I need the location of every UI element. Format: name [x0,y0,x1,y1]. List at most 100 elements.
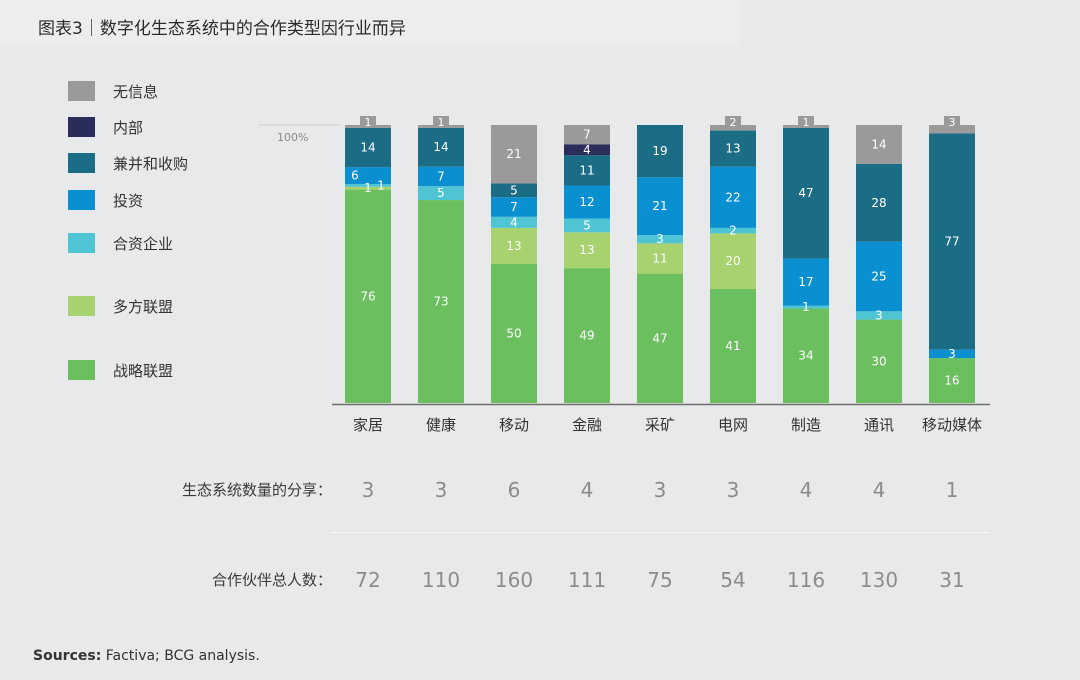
top-label-box [798,116,814,128]
bar: 50 13 47 5 21 [491,125,537,403]
segment-value-label: 49 [579,329,594,343]
segment-value-label: 11 [579,163,594,177]
bars: 761 1614173571415013475214913512114747113… [345,116,975,403]
segment-value-label: 14 [360,140,375,154]
segment-value-label: 3 [656,232,664,246]
legend-label: 兼并和收购 [113,154,189,173]
row-value: 110 [422,568,460,592]
sources-note: Sources: Factiva; BCG analysis. [33,648,260,664]
legend-swatch [68,360,95,380]
bar-segment [783,127,829,259]
title-band [0,0,740,46]
segment-value-label: 13 [506,239,521,253]
row-value: 1 [946,478,959,502]
category-label: 通讯 [864,416,894,434]
bar-segment [345,167,391,184]
category-label: 移动媒体 [922,416,982,434]
segment-value-label: 47 [798,186,813,200]
bar-segment [783,258,829,306]
bar-segment [491,227,537,264]
bar-segment [491,125,537,184]
chart-title: 图表3｜数字化生态系统中的合作类型因行业而异 [38,19,406,39]
segment-value-label: 14 [433,140,448,154]
segment-value-label: 17 [798,275,813,289]
row-value: 54 [720,568,745,592]
segment-value-label: 77 [944,235,959,249]
legend-label: 多方联盟 [113,297,174,316]
segment-value-label: 19 [652,144,667,158]
segment-value-label: 20 [725,254,740,268]
segment-value-label: 5 [437,186,445,200]
bar-segment [345,127,391,168]
bar-segment [783,305,829,309]
bar-segment [564,144,610,156]
row-label: 合作伙伴总人数： [212,571,332,589]
segment-value-label: 12 [579,195,594,209]
row-value: 4 [581,478,594,502]
segment-value-label: 11 [652,251,667,265]
segment-value-label: 16 [944,374,959,388]
segment-value-label: 5 [583,218,591,232]
bar-segment [856,125,902,164]
sources-label: Sources: [33,648,102,664]
category-label: 移动 [499,416,529,434]
segment-value-label: 21 [652,199,667,213]
bar-segment [345,189,391,403]
segment-value-label: 3 [949,116,956,129]
legend-swatch [68,233,95,253]
bar-segment [637,177,683,236]
row-value: 3 [654,478,667,502]
segment-value-label: 5 [510,183,518,197]
legend-item: 合资企业 [68,233,173,253]
bar-segment [418,166,464,187]
bar-segment [491,216,537,228]
segment-value-label: 47 [652,331,667,345]
segment-value-label: 13 [579,243,594,257]
legend-label: 战略联盟 [113,361,174,380]
segment-value-label: 1 [803,116,810,129]
segment-value-label: 7 [583,128,591,142]
row-value: 160 [495,568,533,592]
bar-segment [491,264,537,403]
bar-segment [856,311,902,320]
category-label: 采矿 [645,416,675,434]
legend-item: 投资 [68,190,143,210]
legend-item: 兼并和收购 [68,153,188,173]
top-label-box [433,116,449,128]
bar-segment [564,185,610,219]
legend-item: 战略联盟 [68,360,173,380]
bar-segment [710,289,756,403]
legend-label: 投资 [113,191,144,210]
segment-value-label: 1 [438,116,445,129]
bar-segment [929,125,975,134]
sources-text: Factiva; BCG analysis. [105,648,260,664]
legend-item: 多方联盟 [68,296,173,316]
category-label: 家居 [353,416,383,434]
segment-value-label: 2 [730,116,737,129]
legend-label: 无信息 [113,82,159,101]
legend-swatch [68,153,95,173]
y-tick-label: 100% [277,131,308,144]
bar-segment [637,125,683,178]
legend-swatch [68,117,95,137]
row-value: 3 [727,478,740,502]
segment-value-label: 34 [798,349,813,363]
segment-value-label: 25 [871,270,886,284]
bar-segment [710,227,756,234]
legend-label: 内部 [113,118,144,137]
segment-value-label: 1 [365,116,372,129]
category-label: 金融 [572,416,602,434]
legend-item: 无信息 [68,81,158,101]
bar-segment [929,349,975,359]
bar-segment [491,197,537,217]
segment-value-label: 50 [506,327,521,341]
legend-label: 合资企业 [113,234,174,253]
row-value: 31 [939,568,964,592]
row-value: 4 [800,478,813,502]
segment-value-label: 22 [725,190,740,204]
bar-segment [710,130,756,167]
bar-segment [929,358,975,403]
bar-segment [637,243,683,274]
